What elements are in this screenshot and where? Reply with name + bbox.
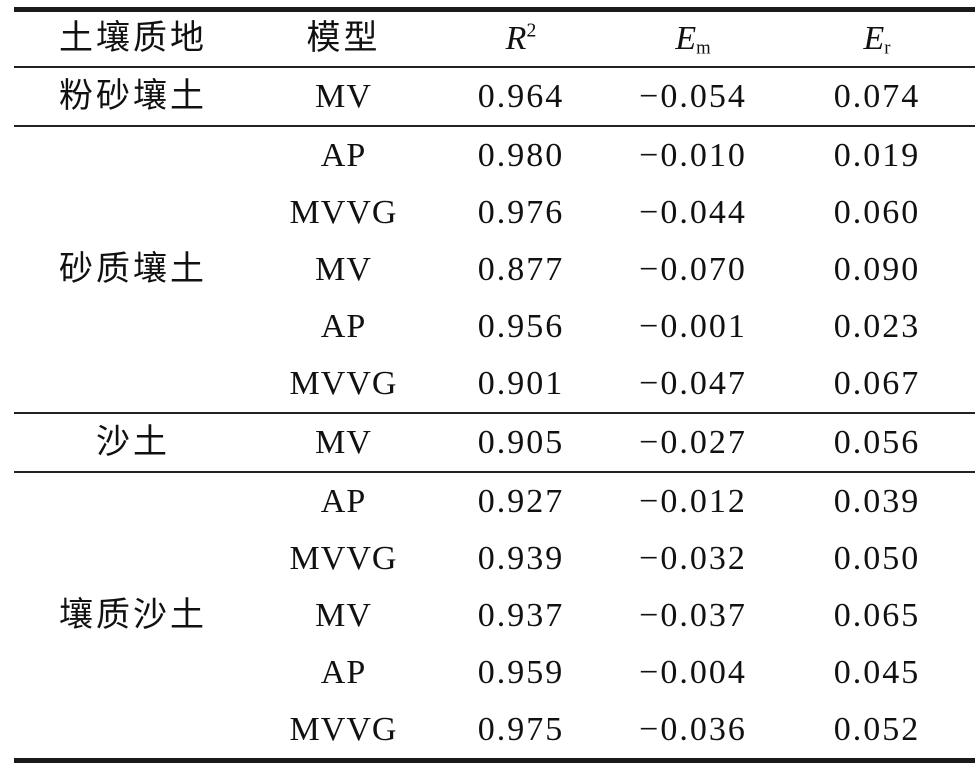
r2-cell: 0.975 <box>477 710 565 748</box>
r2-cell: 0.901 <box>477 364 565 402</box>
model-cell: MVVG <box>289 710 398 748</box>
r2-cell: 0.964 <box>477 77 565 115</box>
model-cell: MVVG <box>289 364 398 402</box>
er-cell: 0.052 <box>833 710 921 748</box>
er-cell: 0.074 <box>833 77 921 115</box>
r-superscript: 2 <box>526 19 537 42</box>
texture-cell: 粉砂壤土 <box>59 77 207 115</box>
model-cell: MV <box>315 596 372 634</box>
model-cell: AP <box>320 136 367 174</box>
texture-cell: 沙土 <box>96 423 170 461</box>
er-cell: 0.045 <box>833 653 921 691</box>
em-cell: −0.054 <box>639 77 747 115</box>
em-cell: −0.070 <box>639 250 747 288</box>
r2-cell: 0.956 <box>477 307 565 345</box>
r2-cell: 0.905 <box>477 423 565 461</box>
er-cell: 0.050 <box>833 539 921 577</box>
model-cell: MVVG <box>289 193 398 231</box>
table-header: 土壤质地 模型 R2 Em Er <box>14 10 975 68</box>
em-cell: −0.032 <box>639 539 747 577</box>
section-loamy-sand: 壤质沙土 AP 0.927 −0.012 0.039 MVVG 0.939 −0… <box>14 472 975 761</box>
table-row: AP 0.959 −0.004 0.045 <box>14 644 975 701</box>
table-row: MVVG 0.975 −0.036 0.052 <box>14 701 975 761</box>
em-cell: −0.027 <box>639 423 747 461</box>
r2-cell: 0.877 <box>477 250 565 288</box>
table-row: MVVG 0.939 −0.032 0.050 <box>14 530 975 587</box>
em-cell: −0.036 <box>639 710 747 748</box>
section-sand: 沙土 MV 0.905 −0.027 0.056 <box>14 413 975 472</box>
em-cell: −0.044 <box>639 193 747 231</box>
er-cell: 0.019 <box>833 136 921 174</box>
section-sandy-loam: 砂质壤土 AP 0.980 −0.010 0.019 MVVG 0.976 −0… <box>14 126 975 413</box>
table-row: MVVG 0.901 −0.047 0.067 <box>14 355 975 413</box>
er-cell: 0.023 <box>833 307 921 345</box>
em-cell: −0.012 <box>639 482 747 520</box>
model-cell: MV <box>315 250 372 288</box>
er-cell: 0.060 <box>833 193 921 231</box>
texture-cell: 壤质沙土 <box>59 596 207 634</box>
em-subscript: m <box>696 37 711 59</box>
table-row: MVVG 0.976 −0.044 0.060 <box>14 184 975 241</box>
er-cell: 0.056 <box>833 423 921 461</box>
model-cell: AP <box>320 653 367 691</box>
em-cell: −0.004 <box>639 653 747 691</box>
e-symbol: E <box>863 20 885 57</box>
em-cell: −0.037 <box>639 596 747 634</box>
header-em: Em <box>607 10 779 68</box>
er-cell: 0.065 <box>833 596 921 634</box>
model-cell: AP <box>320 482 367 520</box>
texture-cell: 砂质壤土 <box>59 250 207 288</box>
er-cell: 0.090 <box>833 250 921 288</box>
r2-cell: 0.976 <box>477 193 565 231</box>
header-model: 模型 <box>306 20 381 57</box>
section-silt-loam: 粉砂壤土 MV 0.964 −0.054 0.074 <box>14 67 975 126</box>
r2-cell: 0.980 <box>477 136 565 174</box>
header-row: 土壤质地 模型 R2 Em Er <box>14 10 975 68</box>
r2-cell: 0.939 <box>477 539 565 577</box>
e-symbol: E <box>675 20 697 57</box>
r2-cell: 0.927 <box>477 482 565 520</box>
em-cell: −0.047 <box>639 364 747 402</box>
table-row: MV 0.937 −0.037 0.065 <box>14 587 975 644</box>
model-cell: MV <box>315 423 372 461</box>
r-symbol: R <box>505 20 527 57</box>
table-row: 砂质壤土 AP 0.980 −0.010 0.019 <box>14 126 975 286</box>
em-cell: −0.001 <box>639 307 747 345</box>
er-cell: 0.067 <box>833 364 921 402</box>
table-row: MV 0.877 −0.070 0.090 <box>14 241 975 298</box>
header-er: Er <box>779 10 975 68</box>
header-r-squared: R2 <box>435 10 607 68</box>
soil-model-results-table: 土壤质地 模型 R2 Em Er 粉砂壤土 MV 0.964 −0.054 0.… <box>14 7 975 763</box>
model-cell: MV <box>315 77 372 115</box>
model-cell: MVVG <box>289 539 398 577</box>
er-subscript: r <box>884 37 891 59</box>
er-cell: 0.039 <box>833 482 921 520</box>
header-soil-texture: 土壤质地 <box>59 20 207 57</box>
model-cell: AP <box>320 307 367 345</box>
table-row: 壤质沙土 AP 0.927 −0.012 0.039 <box>14 472 975 632</box>
table-row: 沙土 MV 0.905 −0.027 0.056 <box>14 413 975 472</box>
table-row: 粉砂壤土 MV 0.964 −0.054 0.074 <box>14 67 975 126</box>
em-cell: −0.010 <box>639 136 747 174</box>
r2-cell: 0.937 <box>477 596 565 634</box>
table-row: AP 0.956 −0.001 0.023 <box>14 298 975 355</box>
r2-cell: 0.959 <box>477 653 565 691</box>
